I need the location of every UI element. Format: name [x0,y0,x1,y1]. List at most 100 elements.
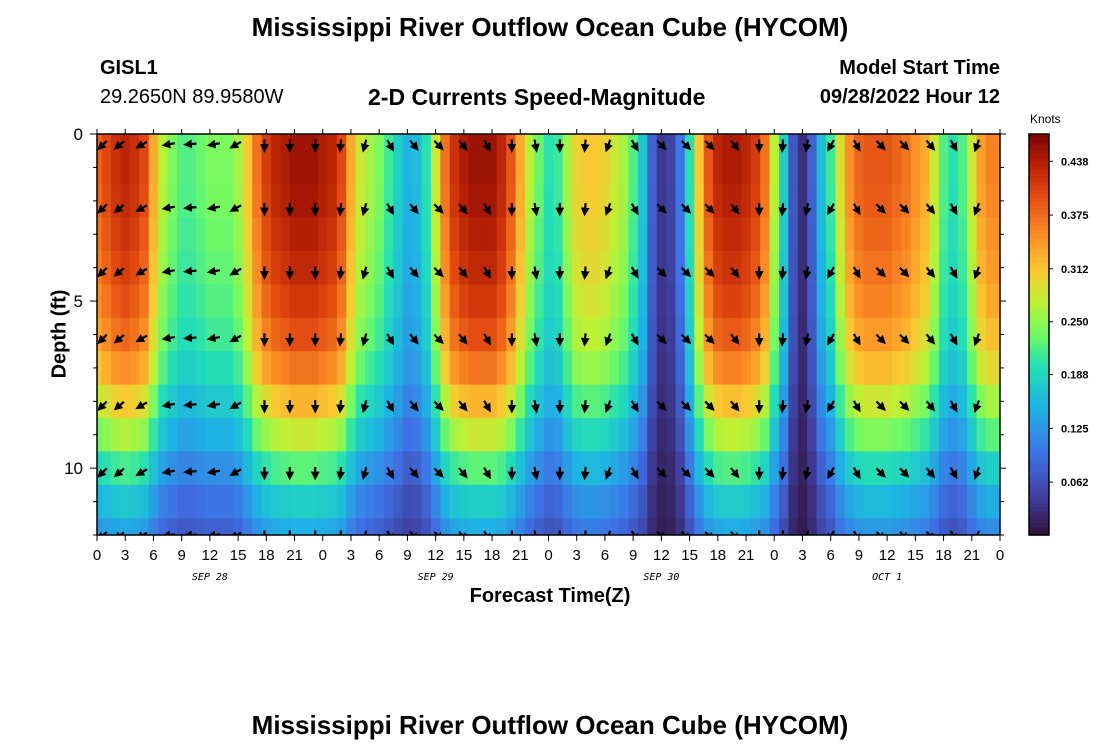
colorbar-segment [1029,242,1049,247]
heatmap-cell [233,184,244,219]
x-tick-label: 21 [512,547,529,564]
heatmap-cell [825,384,836,419]
heatmap-cell [496,351,507,386]
current-vector-arrow [899,333,910,345]
heatmap-cell [515,217,526,252]
current-vector-arrow [656,140,667,151]
heatmap-cell [637,484,648,519]
heatmap-cell [97,250,103,285]
heatmap-cell [459,418,470,453]
heatmap-cell [271,134,282,152]
heatmap-cell [788,217,799,252]
heatmap-cell [722,451,733,486]
heatmap-cell [562,518,573,535]
current-vector-arrow [899,267,910,278]
heatmap-cell [252,217,263,252]
heatmap-cell [336,484,347,519]
heatmap-cell [797,184,808,219]
heatmap-cell [299,150,310,185]
heatmap-cell [553,518,564,535]
heatmap-cell [825,134,836,152]
heatmap-cell [271,451,282,486]
heatmap-cell [910,518,921,535]
y-axis-label: Depth (ft) [48,289,71,379]
heatmap-cell [675,134,686,152]
heatmap-cell [901,217,912,252]
heatmap-cell [261,250,272,285]
heatmap-cell [506,284,517,319]
heatmap-cell [722,150,733,185]
heatmap-cell [910,250,921,285]
heatmap-cell [750,217,761,252]
colorbar-segment [1029,422,1049,428]
heatmap-cell [468,217,479,252]
heatmap-cell [797,418,808,453]
current-vector-arrow [336,202,345,217]
heatmap-cell [365,184,376,219]
heatmap-cell [910,217,921,252]
heatmap-cell [694,284,705,319]
heatmap-cell [731,217,742,252]
heatmap-cell [835,217,846,252]
heatmap-cell [195,217,206,252]
current-vector-arrow [458,467,468,479]
heatmap-cell [318,451,329,486]
heatmap-cell [158,418,169,453]
heatmap-cell [506,150,517,185]
heatmap-cell [242,484,253,519]
current-vector-arrow [925,203,936,215]
heatmap-cell [223,317,234,352]
heatmap-cell [666,418,677,453]
heatmap-cell [656,217,667,252]
heatmap-cell [581,217,592,252]
heatmap-cell [572,317,583,352]
heatmap-cell [985,134,996,152]
heatmap-cell [346,384,357,419]
heatmap-cell [985,317,996,352]
heatmap-cell [280,284,291,319]
heatmap-cell [882,351,893,386]
heatmap-cell [111,250,122,285]
heatmap-cell [129,317,140,352]
heatmap-cell [684,284,695,319]
colorbar-segment [1029,322,1049,328]
heatmap-cell [929,250,940,285]
heatmap-cell [910,451,921,486]
heatmap-cell [797,317,808,352]
heatmap-cell [402,384,413,419]
current-vector-arrow [360,400,370,414]
x-tick-label: 15 [681,547,698,564]
heatmap-cell [318,250,329,285]
heatmap-cell [684,217,695,252]
heatmap-cell [412,317,423,352]
heatmap-cell [129,451,140,486]
heatmap-cell [835,418,846,453]
heatmap-cell [195,351,206,386]
heatmap-cell [750,451,761,486]
current-vector-arrow [183,400,197,410]
heatmap-cell [374,418,385,453]
heatmap-cell [929,351,940,386]
heatmap-cell [440,384,451,419]
heatmap-cell [120,384,131,419]
heatmap-cell [327,451,338,486]
heatmap-cell [741,384,752,419]
heatmap-cell [148,150,159,185]
current-vector-arrow [778,266,788,280]
heatmap-cell [995,250,1000,285]
heatmap-cell [318,317,329,352]
heatmap-cell [675,351,686,386]
heatmap-cell [854,184,865,219]
heatmap-cell [101,351,112,386]
heatmap-cell [891,451,902,486]
current-vector-arrow [704,333,715,345]
heatmap-cell [985,184,996,219]
heatmap-cell [722,317,733,352]
colorbar-segment [1029,290,1049,295]
heatmap-cell [778,284,789,319]
colorbar-segment [1029,398,1049,404]
heatmap-cell [656,351,667,386]
x-tick-label: 0 [996,547,1004,564]
heatmap-cell [957,184,968,219]
heatmap-cell [223,134,234,152]
